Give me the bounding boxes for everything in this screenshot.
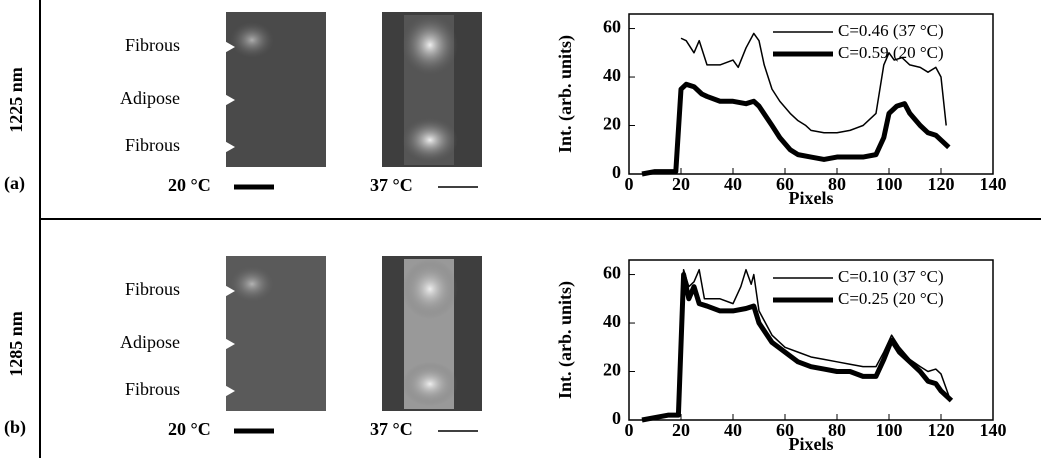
tissue-label: Fibrous: [125, 279, 180, 299]
image-region: [402, 362, 458, 406]
plot-frame: [628, 259, 994, 421]
y-tick-label: 60: [603, 263, 621, 283]
y-tick-label: 0: [612, 162, 621, 182]
legend-label: C=0.25 (20 °C): [838, 289, 944, 308]
y-tick-label: 0: [612, 408, 621, 428]
panel-label: (b): [4, 417, 26, 438]
x-tick-label: 40: [724, 420, 742, 440]
x-tick-label: 100: [876, 174, 903, 194]
x-tick-label: 0: [625, 420, 634, 440]
arrow-head: [221, 383, 235, 399]
x-tick-label: 80: [828, 420, 846, 440]
x-tick-label: 140: [980, 420, 1007, 440]
y-axis-label: Int. (arb. units): [555, 281, 576, 399]
image-label: 20 °C: [168, 175, 211, 195]
tissue-label: Fibrous: [125, 135, 180, 155]
x-tick-label: 80: [828, 174, 846, 194]
image-region: [230, 266, 274, 302]
legend-label: C=0.10 (37 °C): [838, 267, 944, 286]
arrow-head: [221, 283, 235, 299]
x-tick-label: 60: [776, 420, 794, 440]
tissue-label: Adipose: [120, 88, 180, 108]
y-tick-label: 40: [603, 311, 621, 331]
legend-label: C=0.46 (37 °C): [838, 21, 944, 40]
image-label: 20 °C: [168, 419, 211, 439]
tissue-label: Fibrous: [125, 35, 180, 55]
x-tick-label: 100: [876, 420, 903, 440]
image-label: 37 °C: [370, 419, 413, 439]
x-tick-label: 60: [776, 174, 794, 194]
image-region: [402, 259, 458, 319]
x-axis-label: Pixels: [789, 188, 834, 208]
line-series: [641, 81, 951, 177]
x-tick-label: 20: [672, 420, 690, 440]
x-tick-label: 20: [672, 174, 690, 194]
tissue-label: Fibrous: [125, 379, 180, 399]
tissue-label: Adipose: [120, 332, 180, 352]
y-axis-label: Int. (arb. units): [555, 35, 576, 153]
arrow-head: [221, 92, 235, 108]
x-tick-label: 40: [724, 174, 742, 194]
image-label: 37 °C: [370, 175, 413, 195]
image-region: [402, 15, 458, 75]
legend-label: C=0.59 (20 °C): [838, 43, 944, 62]
plot-frame: [628, 13, 994, 175]
arrow-head: [221, 336, 235, 352]
panel-label: (a): [4, 173, 25, 194]
y-tick-label: 20: [603, 360, 621, 380]
x-tick-label: 120: [928, 174, 955, 194]
line-series: [680, 32, 947, 134]
y-tick-label: 20: [603, 114, 621, 134]
x-tick-label: 0: [625, 174, 634, 194]
wavelength-label: 1225 nm: [6, 67, 26, 133]
image-region: [230, 22, 274, 58]
x-tick-label: 140: [980, 174, 1007, 194]
x-axis-label: Pixels: [789, 434, 834, 454]
line-series: [641, 272, 954, 423]
wavelength-label: 1285 nm: [6, 311, 26, 377]
x-tick-label: 120: [928, 420, 955, 440]
y-tick-label: 60: [603, 17, 621, 37]
arrow-head: [221, 139, 235, 155]
arrow-head: [221, 39, 235, 55]
y-tick-label: 40: [603, 65, 621, 85]
image-region: [402, 118, 458, 162]
